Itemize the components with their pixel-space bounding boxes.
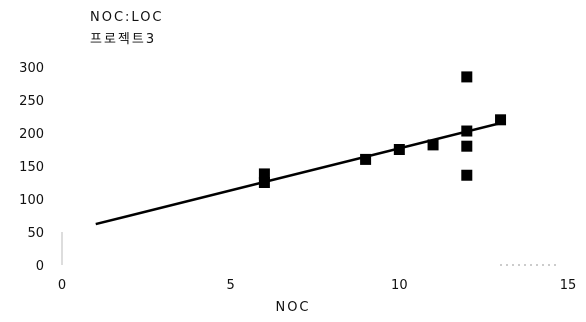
data-point <box>393 144 405 155</box>
x-tick-label: 5 <box>227 278 235 293</box>
data-point <box>461 140 473 152</box>
data-point <box>258 177 270 188</box>
data-point <box>495 114 507 126</box>
x-axis: 0 5 10 15 <box>58 264 577 293</box>
data-point <box>427 139 439 151</box>
data-point <box>461 71 473 83</box>
x-axis-label: NOC <box>275 300 311 315</box>
y-tick-label: 200 <box>19 127 44 142</box>
trendline-layer <box>95 121 501 226</box>
y-tick-label: 100 <box>19 193 44 208</box>
chart-subtitle: 프로젝트3 <box>90 32 157 47</box>
x-tick-label: 10 <box>391 278 408 293</box>
y-tick-label: 250 <box>19 94 44 109</box>
data-point <box>258 168 270 180</box>
x-tick-label: 15 <box>560 278 577 293</box>
trendline <box>95 121 501 226</box>
data-points <box>258 71 507 188</box>
y-tick-label: 0 <box>36 259 44 274</box>
y-axis: 0 50 100 150 200 250 300 <box>19 61 63 274</box>
y-tick-label: 150 <box>19 160 44 175</box>
data-point <box>461 125 473 137</box>
data-point <box>461 169 473 181</box>
y-tick-label: 300 <box>19 61 44 76</box>
chart-title: NOC:LOC <box>90 10 164 25</box>
y-tick-label: 50 <box>27 226 44 241</box>
x-tick-label: 0 <box>58 278 66 293</box>
data-point <box>360 153 372 165</box>
